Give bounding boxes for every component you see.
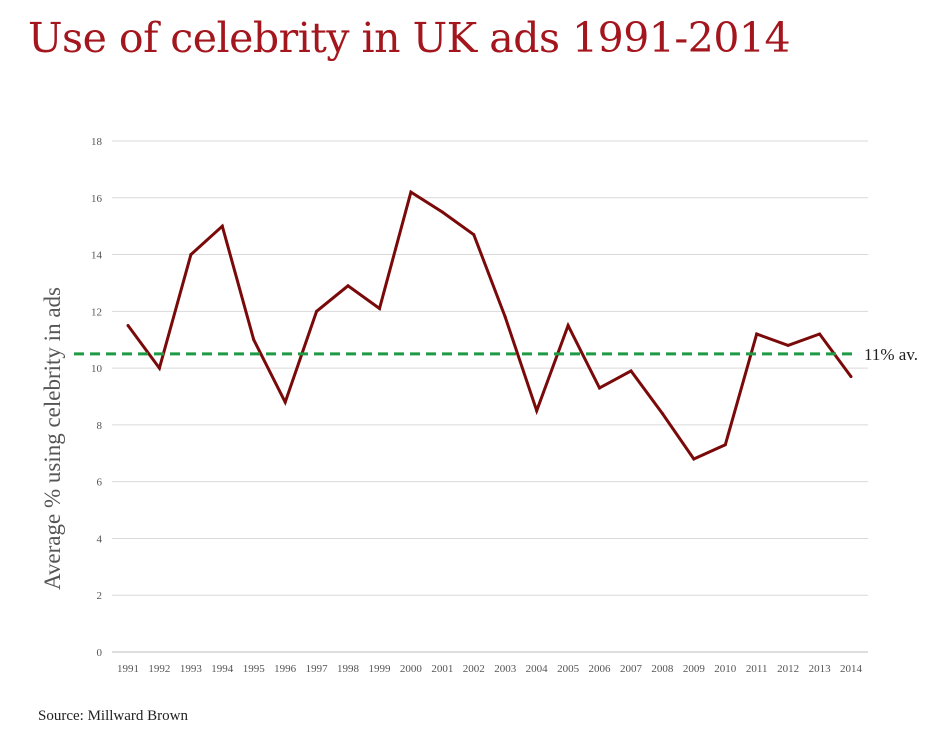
reference-layer: 11% av. bbox=[74, 345, 918, 364]
data-point bbox=[126, 324, 130, 328]
x-tick-label: 2007 bbox=[620, 663, 643, 675]
data-point bbox=[377, 306, 381, 310]
data-point bbox=[189, 253, 193, 257]
y-axis-title: Average % using celebrity in ads bbox=[40, 287, 65, 590]
data-point bbox=[818, 332, 822, 336]
x-tick-label: 2000 bbox=[400, 663, 423, 675]
y-tick-label: 14 bbox=[91, 250, 103, 262]
data-point bbox=[503, 315, 507, 319]
x-tick-label: 1998 bbox=[337, 663, 360, 675]
data-point bbox=[660, 412, 664, 416]
data-point bbox=[723, 443, 727, 447]
data-point bbox=[440, 210, 444, 214]
data-point bbox=[346, 284, 350, 288]
x-tick-label: 2010 bbox=[714, 663, 737, 675]
y-tick-label: 10 bbox=[91, 363, 103, 375]
y-tick-label: 2 bbox=[97, 590, 103, 602]
gridlines bbox=[112, 140, 868, 653]
data-point bbox=[598, 386, 602, 390]
x-tick-label: 1996 bbox=[274, 663, 297, 675]
data-point bbox=[692, 457, 696, 461]
x-tick-label: 2002 bbox=[463, 663, 485, 675]
data-point bbox=[629, 369, 633, 373]
x-tick-label: 1992 bbox=[148, 663, 170, 675]
x-tick-label: 2013 bbox=[809, 663, 832, 675]
x-tick-label: 1993 bbox=[180, 663, 203, 675]
x-tick-label: 2005 bbox=[557, 663, 580, 675]
data-point bbox=[409, 190, 413, 194]
series-line bbox=[126, 189, 853, 461]
y-tick-label: 0 bbox=[97, 647, 103, 659]
y-axis-ticks: 0 2 4 6 8 10 12 14 16 18 bbox=[91, 136, 103, 659]
x-tick-label: 2001 bbox=[431, 663, 453, 675]
data-point bbox=[157, 366, 161, 370]
x-tick-label: 2011 bbox=[746, 663, 768, 675]
x-tick-label: 2012 bbox=[777, 663, 799, 675]
x-tick-label: 1995 bbox=[243, 663, 266, 675]
x-tick-label: 2014 bbox=[840, 663, 863, 675]
x-tick-label: 2006 bbox=[589, 663, 612, 675]
data-point bbox=[472, 233, 476, 237]
y-tick-label: 18 bbox=[91, 136, 103, 148]
x-tick-label: 1991 bbox=[117, 663, 139, 675]
data-point bbox=[283, 400, 287, 404]
x-tick-label: 1999 bbox=[368, 663, 391, 675]
data-point bbox=[849, 375, 853, 379]
data-point bbox=[755, 332, 759, 336]
data-point bbox=[535, 409, 539, 413]
x-tick-label: 2003 bbox=[494, 663, 517, 675]
data-point bbox=[566, 324, 570, 328]
source-note: Source: Millward Brown bbox=[38, 708, 188, 724]
data-point bbox=[315, 309, 319, 313]
chart-title: Use of celebrity in UK ads 1991-2014 bbox=[28, 14, 791, 62]
y-tick-label: 16 bbox=[91, 193, 103, 205]
data-point bbox=[786, 343, 790, 347]
y-tick-label: 6 bbox=[97, 477, 103, 489]
x-tick-label: 2009 bbox=[683, 663, 706, 675]
series-layer bbox=[126, 189, 853, 461]
x-tick-label: 1997 bbox=[306, 663, 329, 675]
data-point bbox=[252, 338, 256, 342]
average-reference-label: 11% av. bbox=[864, 345, 918, 364]
x-tick-label: 2004 bbox=[526, 663, 549, 675]
y-tick-label: 8 bbox=[97, 420, 103, 432]
x-axis-ticks: 1991 1992 1993 1994 1995 1996 1997 1998 1999 2000… bbox=[117, 663, 863, 675]
data-point bbox=[220, 224, 224, 228]
x-tick-label: 2008 bbox=[651, 663, 674, 675]
y-tick-label: 12 bbox=[91, 306, 102, 318]
x-tick-label: 1994 bbox=[211, 663, 234, 675]
y-tick-label: 4 bbox=[97, 533, 103, 545]
